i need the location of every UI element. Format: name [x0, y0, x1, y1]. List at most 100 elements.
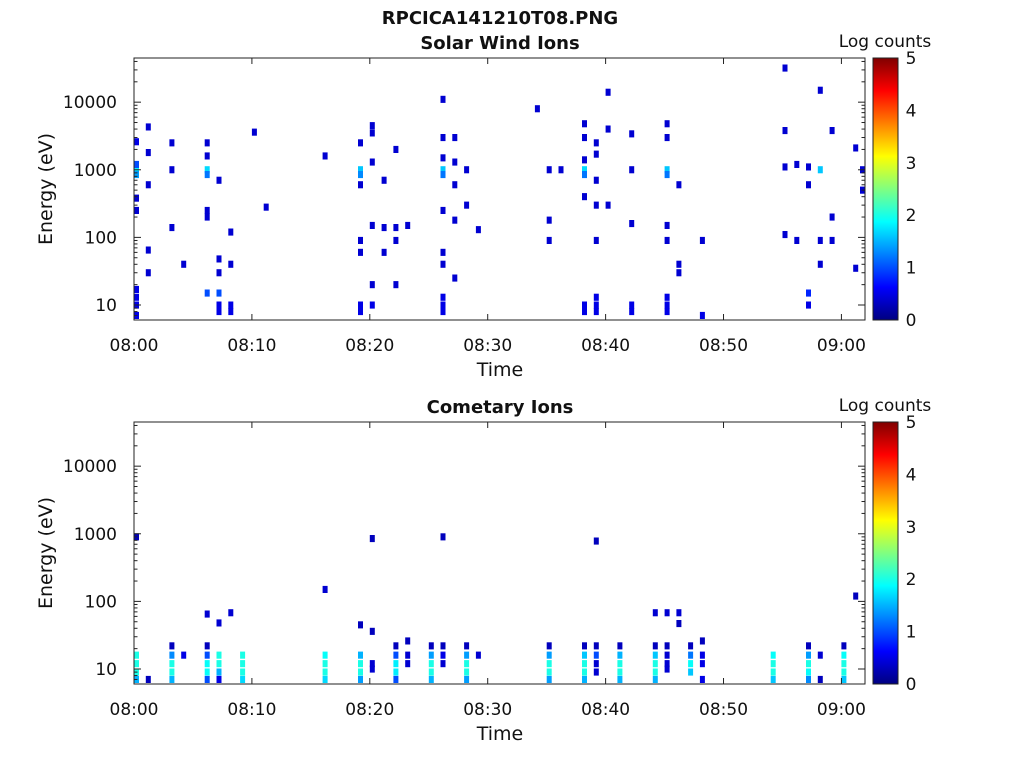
heatmap-cell [593, 301, 599, 309]
heatmap-cell [464, 201, 470, 209]
heatmap-cell [358, 651, 363, 659]
heatmap-cell [204, 152, 210, 160]
heatmap-cell [440, 206, 446, 214]
heatmap-cell [440, 154, 446, 162]
y-tick-label: 1000 [74, 525, 117, 545]
heatmap-cell [134, 285, 139, 293]
heatmap-cell [841, 675, 847, 683]
heatmap-cell [629, 301, 635, 309]
heatmap-cell [204, 139, 210, 147]
heatmap-cell [169, 166, 175, 174]
heatmap-cell [582, 308, 587, 316]
heatmap-cell [853, 592, 859, 600]
heatmap-cell [664, 642, 670, 650]
y-tick-label: 10 [95, 296, 117, 316]
heatmap-cell [770, 660, 776, 668]
heatmap-cell [664, 609, 670, 617]
panel-title: Solar Wind Ions [420, 33, 579, 54]
colorbar-tick-label: 1 [906, 623, 917, 643]
y-tick-label: 100 [85, 228, 117, 248]
heatmap-cell [440, 660, 446, 668]
heatmap-cell [134, 160, 139, 168]
heatmap-cell [582, 134, 587, 142]
colorbar-tick-label: 5 [906, 413, 917, 433]
heatmap-cell [546, 651, 552, 659]
heatmap-cell [440, 293, 446, 301]
heatmap-cell [806, 651, 811, 659]
heatmap-cell [817, 86, 823, 94]
heatmap-cell [440, 642, 446, 650]
heatmap-cell [405, 221, 411, 229]
x-tick-label: 08:00 [110, 336, 159, 356]
heatmap-cell [782, 231, 788, 239]
heatmap-cell [369, 627, 375, 635]
heatmap-cell [770, 675, 776, 683]
heatmap-cell [228, 301, 234, 309]
heatmap-cell [440, 308, 446, 316]
heatmap-cell [322, 668, 328, 676]
colorbar-title: Log counts [839, 32, 932, 52]
heatmap-cell [688, 651, 694, 659]
heatmap-cell [405, 660, 411, 668]
heatmap-cell [322, 585, 328, 593]
heatmap-cell [145, 246, 151, 254]
heatmap-cell [358, 308, 363, 316]
heatmap-cell [853, 264, 859, 272]
heatmap-cell [699, 675, 705, 683]
heatmap-cell [428, 642, 434, 650]
heatmap-cell [676, 620, 682, 628]
heatmap-cell [582, 171, 587, 179]
heatmap-cell [770, 651, 776, 659]
heatmap-cell [181, 651, 187, 659]
heatmap-cell [699, 660, 705, 668]
heatmap-cell [216, 176, 222, 184]
colorbar-tick-label: 2 [906, 206, 917, 226]
heatmap-cell [440, 248, 446, 256]
heatmap-cell [546, 166, 552, 174]
heatmap-cell [699, 236, 705, 244]
heatmap-cell [440, 301, 446, 309]
heatmap-cell [664, 236, 670, 244]
x-tick-label: 09:00 [817, 336, 866, 356]
heatmap-cell [629, 220, 635, 228]
heatmap-cell [582, 301, 587, 309]
heatmap-cell [358, 166, 363, 174]
heatmap-cell [452, 181, 458, 189]
x-tick-label: 08:40 [581, 700, 630, 720]
heatmap-cell [593, 176, 599, 184]
heatmap-cell [145, 269, 151, 277]
y-tick-label: 100 [85, 592, 117, 612]
heatmap-cell [817, 236, 823, 244]
heatmap-cell [405, 651, 411, 659]
axis-ticks: 08:00 08:10 08:20 08:30 08:40 08:50 09:0010100… [63, 49, 917, 356]
heatmap-cell [652, 675, 658, 683]
heatmap-cell [664, 120, 670, 128]
heatmap-cell [593, 293, 599, 301]
heatmap-cell [664, 651, 670, 659]
x-tick-label: 08:30 [463, 700, 512, 720]
heatmap-cell [464, 675, 470, 683]
heatmap-cell [216, 675, 222, 683]
heatmap-cell [829, 127, 835, 135]
heatmap-cell [593, 660, 599, 668]
heatmap-cell [546, 668, 552, 676]
x-tick-label: 09:00 [817, 700, 866, 720]
heatmap-cell [593, 642, 599, 650]
heatmap-cell [853, 144, 859, 152]
heatmap-cell [358, 171, 363, 179]
heatmap-cell [652, 651, 658, 659]
heatmap-cells [134, 64, 865, 319]
heatmap-cell [216, 289, 222, 297]
heatmap-cell [169, 642, 175, 650]
heatmap-cell [605, 125, 611, 133]
x-tick-label: 08:10 [227, 336, 276, 356]
heatmap-cell [617, 668, 623, 676]
heatmap-cell [358, 621, 363, 629]
heatmap-cell [216, 269, 222, 277]
heatmap-cell [145, 123, 151, 131]
heatmap-cell [664, 166, 670, 174]
heatmap-cell [428, 660, 434, 668]
heatmap-cell [369, 301, 375, 309]
heatmap-cell [652, 660, 658, 668]
